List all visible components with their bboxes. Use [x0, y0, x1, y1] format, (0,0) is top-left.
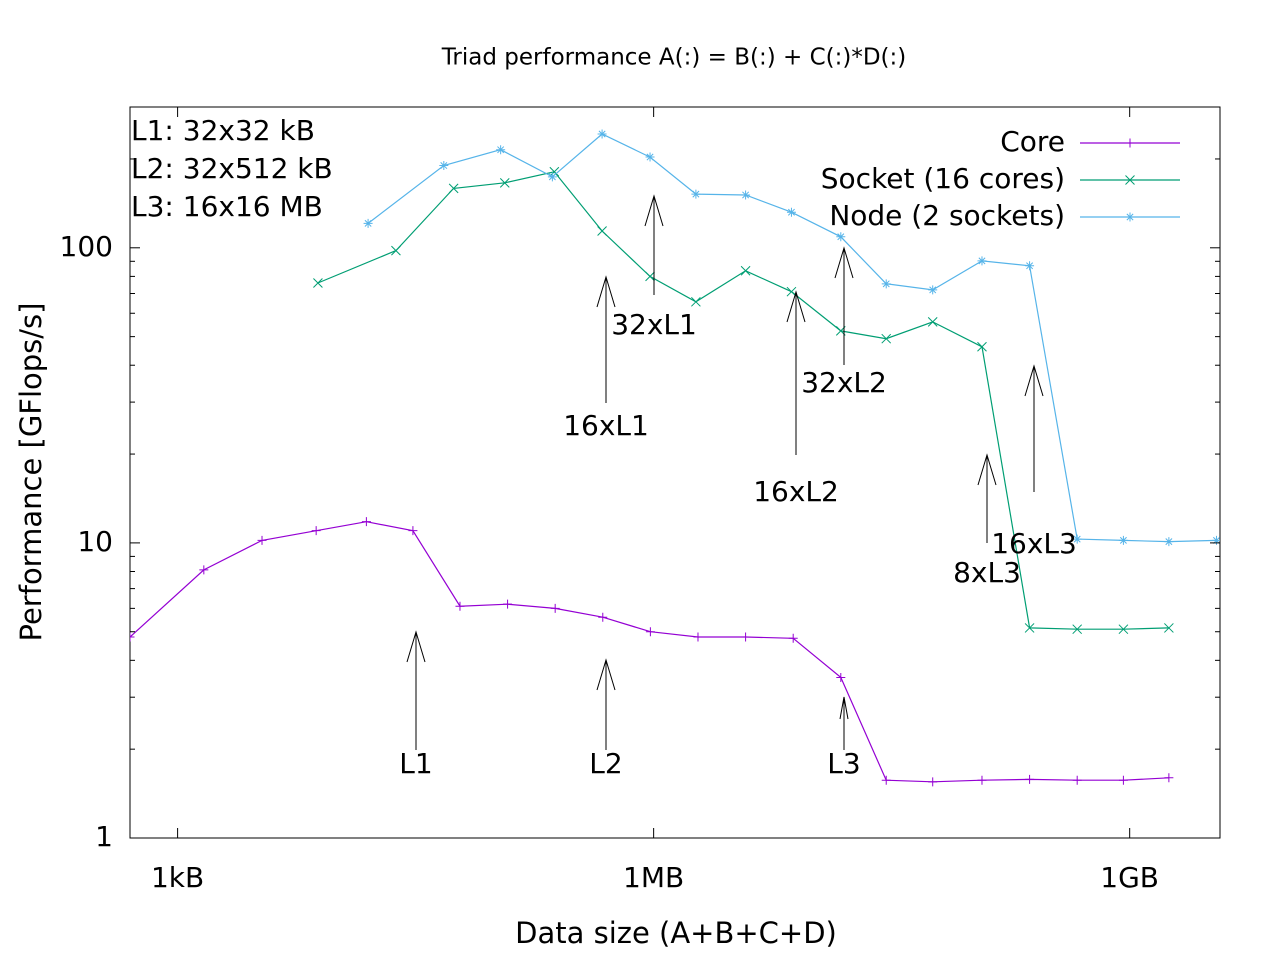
data-point — [363, 218, 373, 228]
legend-marker — [1125, 175, 1135, 185]
data-point — [408, 526, 418, 536]
y-axis-label: Performance [GFlops/s] — [14, 303, 48, 642]
data-point — [691, 189, 701, 199]
annotation-label: 16xL2 — [753, 475, 839, 508]
data-point — [550, 603, 560, 613]
data-point — [977, 341, 987, 352]
annotation-label: 8xL3 — [953, 556, 1021, 589]
annotation-label: L1 — [399, 747, 432, 780]
x-tick-label: 1kB — [151, 861, 204, 894]
data-point — [977, 775, 987, 785]
data-point — [1118, 535, 1128, 545]
arrow-head — [839, 696, 849, 720]
data-point — [881, 279, 891, 289]
y-tick-label: 1 — [95, 820, 113, 853]
data-point — [496, 145, 506, 155]
legend-marker — [1125, 138, 1135, 148]
data-point — [786, 207, 796, 217]
legend-label: Core — [1000, 125, 1065, 158]
cache-info: L3: 16x16 MB — [131, 190, 323, 223]
data-point — [448, 183, 459, 194]
data-point — [741, 632, 751, 642]
data-point — [361, 517, 371, 527]
data-point — [313, 278, 323, 288]
arrow-head — [977, 453, 997, 486]
data-point — [1025, 774, 1035, 784]
data-point — [598, 612, 608, 622]
data-point — [439, 161, 449, 171]
data-point — [1072, 624, 1083, 635]
data-point — [455, 601, 465, 611]
data-point — [503, 599, 513, 609]
data-point — [928, 285, 938, 295]
arrow-head — [834, 246, 854, 279]
arrow-head — [1024, 364, 1044, 397]
data-point — [740, 265, 751, 276]
data-point — [257, 535, 267, 545]
data-point — [1164, 773, 1174, 783]
legend-label: Node (2 sockets) — [829, 199, 1065, 232]
x-axis-label: Data size (A+B+C+D) — [515, 916, 837, 950]
arrow-head — [786, 290, 806, 323]
series-line — [130, 521, 1169, 783]
x-tick-label: 1MB — [623, 861, 684, 894]
arrow-head — [596, 658, 616, 691]
arrow-head — [596, 275, 616, 308]
data-point — [199, 565, 209, 575]
data-point — [547, 172, 557, 182]
plot-area — [130, 129, 1220, 787]
data-point — [788, 633, 798, 643]
data-point — [1211, 535, 1220, 545]
data-point — [786, 286, 797, 297]
cache-info: L1: 32x32 kB — [131, 114, 315, 147]
x-tick-label: 1GB — [1100, 861, 1159, 894]
data-point — [499, 177, 510, 188]
data-point — [836, 232, 846, 242]
data-point — [1025, 261, 1035, 271]
plot-frame — [129, 106, 1221, 839]
data-point — [977, 256, 987, 266]
series-line — [317, 171, 1169, 630]
data-point — [1118, 775, 1128, 785]
data-point — [311, 526, 321, 536]
arrow-head — [406, 630, 426, 663]
y-tick-label: 10 — [77, 525, 113, 558]
series-line — [367, 133, 1217, 543]
arrow-head — [644, 194, 664, 227]
data-point — [741, 190, 751, 200]
data-point — [1024, 623, 1035, 633]
chart-title: Triad performance A(:) = B(:) + C(:)*D(:… — [441, 45, 906, 71]
data-point — [1164, 623, 1174, 633]
annotation-label: L2 — [589, 747, 622, 780]
data-point — [645, 271, 655, 282]
data-point — [645, 627, 655, 637]
data-point — [1164, 537, 1174, 547]
data-point — [645, 152, 655, 162]
y-tick-label: 100 — [60, 230, 113, 263]
data-point — [836, 672, 846, 682]
data-point — [1072, 534, 1082, 544]
cache-info: L2: 32x512 kB — [131, 152, 333, 185]
data-point — [130, 632, 135, 642]
data-point — [597, 129, 607, 139]
data-point — [693, 632, 703, 642]
annotation-label: 16xL1 — [563, 409, 649, 442]
annotation-label: 32xL1 — [611, 308, 697, 341]
data-point — [881, 775, 891, 785]
annotation-label: L3 — [827, 747, 860, 780]
legend-marker — [1125, 212, 1135, 222]
legend-label: Socket (16 cores) — [821, 162, 1065, 195]
data-point — [549, 166, 560, 177]
annotation-label: 32xL2 — [801, 366, 887, 399]
annotation-label: 16xL3 — [991, 527, 1077, 560]
data-point — [927, 317, 938, 327]
data-point — [1118, 624, 1129, 635]
data-point — [391, 245, 401, 256]
data-point — [881, 333, 892, 344]
data-point — [691, 296, 701, 307]
data-point — [928, 777, 938, 787]
data-point — [597, 226, 607, 236]
data-point — [1072, 775, 1082, 785]
